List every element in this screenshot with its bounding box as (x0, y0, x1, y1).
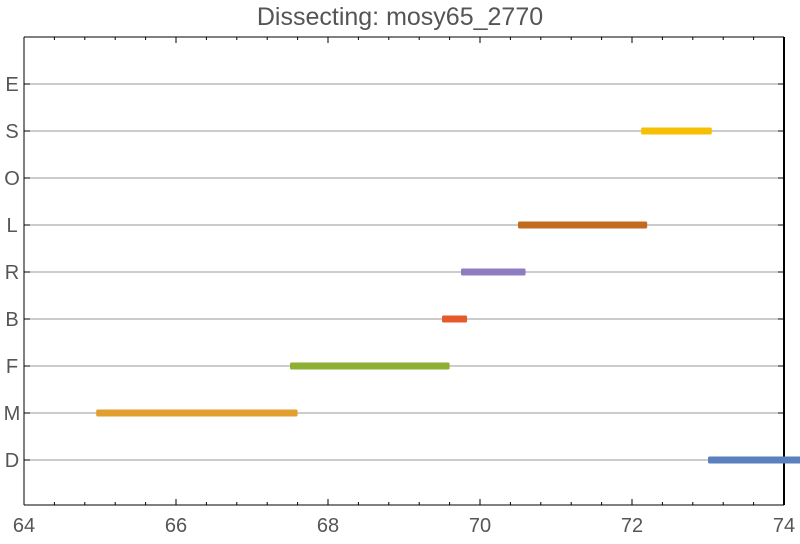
x-tick-label: 68 (317, 515, 339, 537)
y-category-label-m: M (4, 403, 21, 425)
y-category-label-s: S (5, 121, 18, 143)
interval-bar-f (290, 362, 450, 370)
chart-title: Dissecting: mosy65_2770 (256, 3, 544, 31)
x-tick-label: 74 (773, 515, 795, 537)
x-tick-label: 70 (469, 515, 491, 537)
y-category-label-o: O (4, 168, 20, 190)
x-tick-label: 72 (621, 515, 643, 537)
grid-layer (24, 83, 784, 461)
y-category-label-l: L (6, 215, 17, 237)
y-category-label-e: E (5, 74, 18, 96)
y-category-label-r: R (5, 262, 19, 284)
interval-bar-r (461, 268, 526, 276)
y-category-label-f: F (6, 356, 18, 378)
interval-bars (96, 127, 800, 464)
interval-bar-l (518, 221, 648, 229)
x-tick-labels: 64 66 68 70 72 74 (13, 515, 795, 537)
y-category-labels: D M F B R L O S E (4, 74, 21, 472)
interval-bar-s (641, 127, 712, 135)
x-tick-label: 66 (165, 515, 187, 537)
y-category-label-b: B (5, 309, 18, 331)
x-tick-label: 64 (13, 515, 35, 537)
interval-bar-b (442, 315, 468, 323)
interval-bar-m (96, 409, 298, 417)
axis-ticks (23, 37, 785, 505)
y-category-label-d: D (5, 450, 19, 472)
plot-frame (23, 36, 785, 506)
interval-bar-d (708, 456, 800, 464)
